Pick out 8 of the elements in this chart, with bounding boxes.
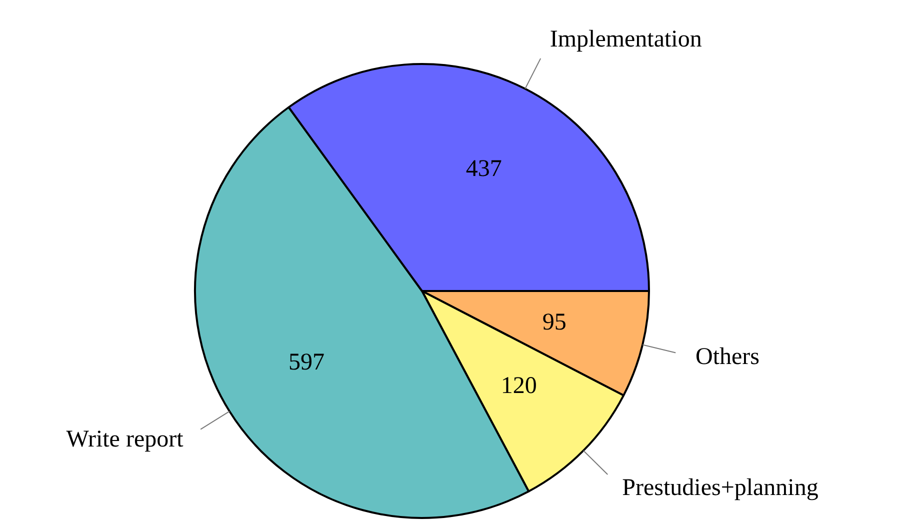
data-label: 120 (500, 373, 537, 400)
data-label: 95 (542, 310, 566, 336)
slice-label: Implementation (550, 26, 702, 53)
slice-label: Write report (66, 426, 184, 452)
data-label: 437 (466, 156, 502, 182)
slice-label: Others (695, 344, 760, 370)
data-label: 597 (288, 349, 324, 376)
slice-label: Prestudies+planning (622, 475, 818, 502)
